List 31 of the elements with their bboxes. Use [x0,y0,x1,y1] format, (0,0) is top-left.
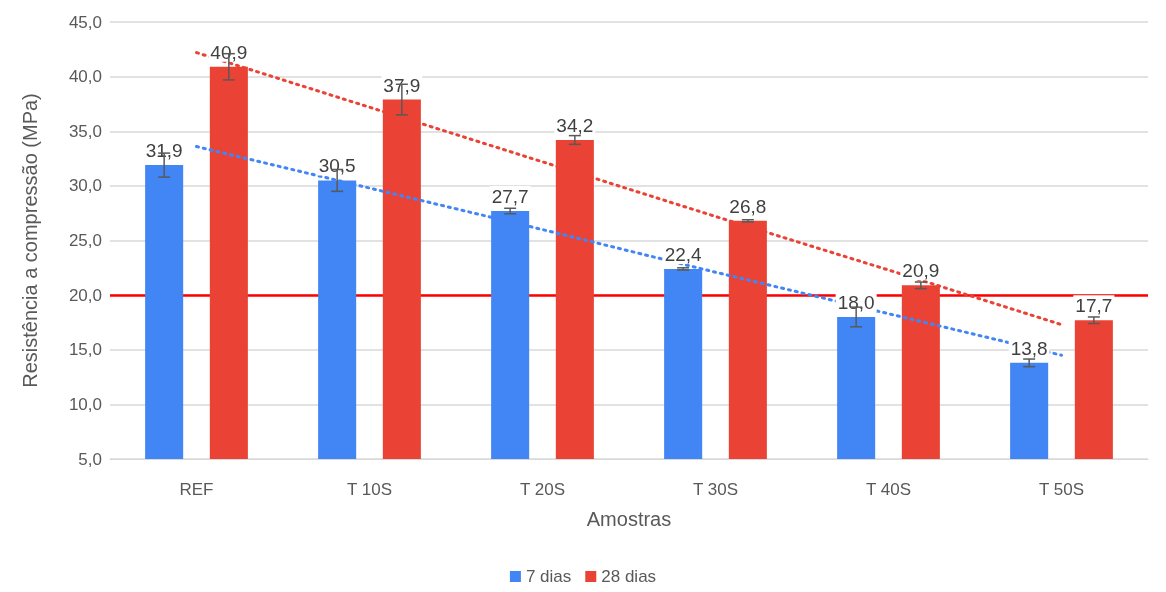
data-label: 17,7 [1075,295,1113,317]
data-label: 20,9 [902,260,940,282]
x-tick-label: REF [179,480,214,499]
data-label: 18,0 [837,291,875,313]
data-label: 40,9 [210,41,248,63]
y-tick-label: 35,0 [68,121,102,141]
data-label: 31,9 [145,140,183,162]
y-tick-label: 20,0 [68,285,102,305]
x-tick-label: T 10S [346,480,393,499]
y-tick-label: 5,0 [78,449,102,469]
x-tick-label: T 30S [692,480,739,499]
legend-label: 7 dias [525,567,572,586]
x-tick-label: T 20S [519,480,566,499]
y-tick-label: 15,0 [68,340,102,360]
y-tick-label: 45,0 [68,12,102,32]
x-tick-label: T 40S [865,480,912,499]
data-label: 13,8 [1010,337,1048,359]
data-label: 27,7 [491,186,529,207]
y-tick-label: 30,0 [68,176,102,196]
data-label: 26,8 [729,195,767,217]
y-axis-title: Resistência a compressão (MPa) [19,93,41,388]
data-label: 34,2 [556,114,594,136]
y-tick-label: 25,0 [68,231,102,250]
x-tick-label: T 50S [1038,480,1085,499]
y-tick-label: 10,0 [68,394,102,414]
legend-label: 28 dias [601,567,657,586]
data-label: 30,5 [318,155,356,177]
y-tick-label: 40,0 [68,67,102,87]
data-label: 22,4 [664,243,703,265]
data-label: 37,9 [383,74,421,96]
x-axis-title: Amostras [586,508,672,530]
